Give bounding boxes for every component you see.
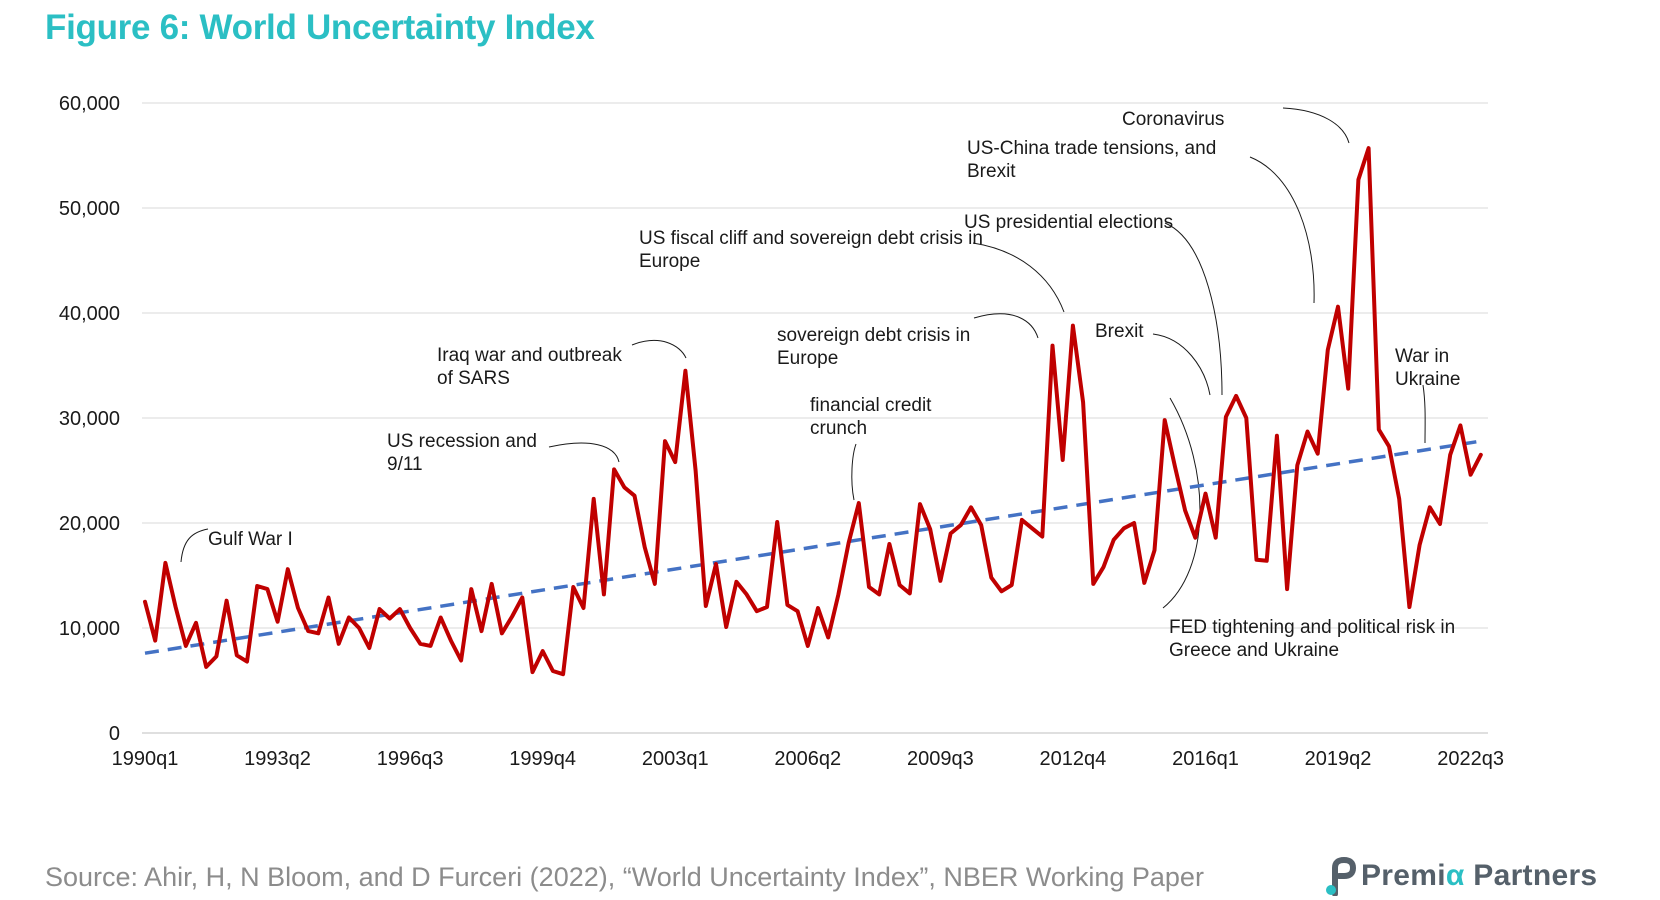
x-tick-label: 1999q4	[509, 748, 576, 770]
annotation-leader	[548, 442, 620, 463]
x-tick-label: 1990q1	[112, 748, 179, 770]
annotation-line: Europe	[639, 251, 700, 272]
annotation-leader	[1249, 156, 1315, 304]
source-note: Source: Ahir, H, N Bloom, and D Furceri …	[45, 862, 1204, 892]
x-tick-label: 2012q4	[1040, 748, 1107, 770]
premia-logo-icon	[1326, 856, 1357, 896]
x-tick-label: 2019q2	[1305, 748, 1372, 770]
annotation-line: Brexit	[1095, 321, 1144, 342]
annotation-line: Iraq war and outbreak	[437, 345, 622, 366]
annotation-label: US-China trade tensions, and Brexit	[967, 138, 1216, 182]
annotation-line: US-China trade tensions, and	[967, 138, 1216, 159]
figure-title: Figure 6: World Uncertainty Index	[45, 8, 595, 47]
x-tick-label: 2022q3	[1437, 748, 1504, 770]
annotation-line: Ukraine	[1395, 369, 1460, 390]
y-tick-label: 40,000	[59, 303, 120, 325]
annotation-line: US presidential elections	[964, 212, 1173, 233]
uncertainty-series-line	[143, 146, 1483, 677]
annotation-leader	[631, 340, 687, 359]
annotation-label: War in Ukraine	[1395, 346, 1460, 390]
x-tick-label: 1996q3	[377, 748, 444, 770]
annotation-label: FED tightening and political risk in Gree…	[1169, 617, 1455, 661]
x-tick-label: 1993q2	[244, 748, 311, 770]
annotation-line: sovereign debt crisis in	[777, 325, 970, 346]
annotation-line: War in	[1395, 346, 1449, 367]
premia-partners-logo: Premiα Partners	[1325, 856, 1597, 896]
annotation-line: financial credit	[810, 395, 932, 416]
annotation-label: US presidential elections	[964, 212, 1173, 233]
annotation-leader	[851, 443, 857, 501]
annotation-line: Brexit	[967, 161, 1016, 182]
annotation-leader	[180, 528, 209, 563]
annotation-leader	[972, 242, 1065, 313]
annotation-line: 9/11	[387, 454, 423, 475]
y-tick-label: 50,000	[59, 198, 120, 220]
annotation-line: Gulf War I	[208, 529, 293, 550]
annotation-line: FED tightening and political risk in	[1169, 617, 1455, 638]
annotation-line: crunch	[810, 418, 867, 439]
x-tick-label: 2016q1	[1172, 748, 1239, 770]
uncertainty-line-chart: 0 10,000 20,000 30,000 40,000 50,000 60,000 199…	[59, 93, 1504, 770]
annotation-label: sovereign debt crisis in Europe	[777, 325, 970, 369]
annotation-leader	[1152, 333, 1211, 396]
logo-wordmark: Premiα Partners	[1361, 859, 1598, 892]
annotation-line: US fiscal cliff and sovereign debt crisi…	[639, 228, 983, 249]
trend-line	[144, 439, 1482, 655]
x-tick-label: 2009q3	[907, 748, 974, 770]
annotation-line: Coronavirus	[1122, 109, 1224, 130]
annotation-line: US recession and	[387, 431, 537, 452]
annotation-label: US fiscal cliff and sovereign debt crisi…	[639, 228, 983, 272]
annotation-leader	[1164, 222, 1223, 396]
annotation-label: Iraq war and outbreak of SARS	[437, 345, 622, 389]
annotation-label: financial credit crunch	[810, 395, 932, 439]
annotation-label: Gulf War I	[208, 529, 293, 550]
y-tick-label: 20,000	[59, 513, 120, 535]
y-tick-label: 10,000	[59, 618, 120, 640]
annotation-leader	[1422, 384, 1426, 444]
annotation-leader	[973, 313, 1039, 339]
annotation-leader	[1282, 107, 1350, 144]
x-tick-label: 2003q1	[642, 748, 709, 770]
y-tick-label: 60,000	[59, 93, 120, 115]
annotation-label: US recession and 9/11	[387, 431, 537, 475]
annotation-line: of SARS	[437, 368, 510, 389]
x-tick-label: 2006q2	[774, 748, 841, 770]
y-tick-label: 0	[109, 723, 120, 745]
annotation-line: Greece and Ukraine	[1169, 640, 1339, 661]
annotation-label: Coronavirus	[1122, 109, 1224, 130]
annotation-label: Brexit	[1095, 321, 1144, 342]
y-tick-label: 30,000	[59, 408, 120, 430]
annotation-line: Europe	[777, 348, 838, 369]
